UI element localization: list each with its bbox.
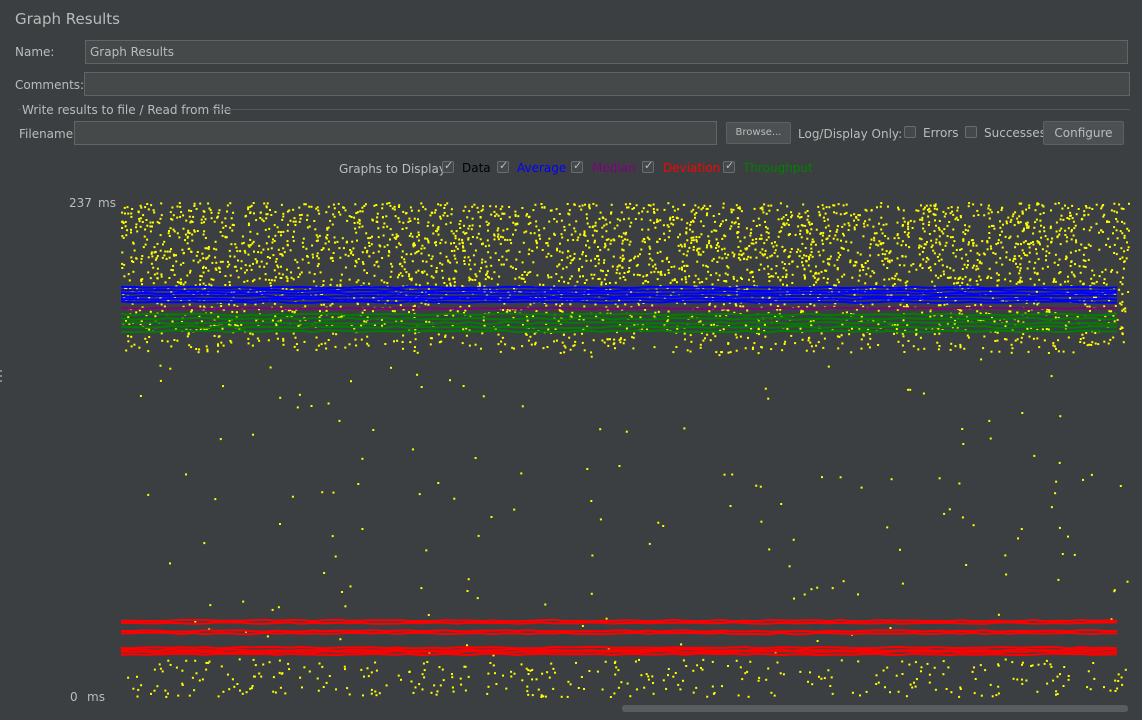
y-min-unit-label: ms bbox=[87, 690, 105, 704]
average-line bbox=[121, 288, 1118, 293]
deviation-line bbox=[120, 621, 1118, 625]
browse-button[interactable]: Browse... bbox=[726, 122, 791, 144]
average-legend-label: Average bbox=[517, 161, 567, 175]
configure-button[interactable]: Configure bbox=[1043, 121, 1124, 145]
successes-checkbox[interactable] bbox=[965, 126, 977, 138]
name-label: Name: bbox=[15, 45, 55, 59]
average-line bbox=[120, 297, 1118, 301]
filename-input[interactable] bbox=[74, 121, 717, 145]
average-line bbox=[120, 294, 1118, 299]
average-checkbox[interactable] bbox=[497, 159, 509, 173]
comments-field[interactable] bbox=[84, 72, 1130, 96]
comments-label: Comments: bbox=[15, 78, 85, 92]
errors-label: Errors bbox=[923, 126, 959, 140]
throughput-line bbox=[120, 329, 1118, 334]
throughput-legend-label: Throughput bbox=[743, 161, 813, 175]
section-border-left bbox=[18, 109, 21, 110]
throughput-line bbox=[120, 325, 1118, 330]
average-line bbox=[120, 285, 1118, 290]
data-legend-label: Data bbox=[462, 161, 491, 175]
throughput-line bbox=[120, 312, 1118, 317]
deviation-line bbox=[120, 629, 1118, 633]
deviation-line bbox=[120, 631, 1118, 636]
deviation-line bbox=[120, 648, 1118, 652]
filename-label: Filename bbox=[19, 127, 74, 141]
average-line bbox=[120, 291, 1118, 296]
deviation-line bbox=[120, 652, 1118, 657]
graph-results-chart: 237 ms 0 ms bbox=[69, 196, 1130, 704]
log-display-label: Log/Display Only: bbox=[798, 127, 903, 141]
throughput-line bbox=[120, 316, 1118, 321]
section-border-right bbox=[210, 109, 1130, 110]
data-checkbox[interactable] bbox=[442, 159, 454, 173]
deviation-legend-label: Deviation bbox=[663, 161, 721, 175]
average-line bbox=[120, 300, 1118, 304]
horizontal-scrollbar[interactable] bbox=[622, 705, 1128, 712]
throughput-line bbox=[120, 320, 1118, 325]
name-field[interactable]: Graph Results bbox=[85, 40, 1128, 64]
y-max-tick-label: 237 bbox=[69, 196, 92, 210]
file-section-legend: Write results to file / Read from file bbox=[22, 103, 232, 117]
median-checkbox[interactable] bbox=[571, 159, 583, 173]
y-min-tick-label: 0 bbox=[70, 690, 78, 704]
median-legend-label: Median bbox=[592, 161, 636, 175]
throughput-checkbox[interactable] bbox=[723, 159, 735, 173]
errors-checkbox[interactable] bbox=[904, 126, 916, 138]
plot-area bbox=[120, 202, 1130, 698]
deviation-checkbox[interactable] bbox=[642, 159, 654, 173]
graphs-to-display-label: Graphs to Display bbox=[339, 162, 446, 176]
data-points bbox=[121, 202, 1130, 698]
deviation-line bbox=[121, 618, 1118, 623]
median-line bbox=[120, 306, 1118, 310]
y-max-unit-label: ms bbox=[98, 196, 116, 210]
successes-label: Successes bbox=[984, 126, 1046, 140]
splitter-grip-icon[interactable] bbox=[0, 370, 2, 386]
deviation-line bbox=[120, 650, 1118, 654]
deviation-line bbox=[120, 645, 1118, 650]
page-title: Graph Results bbox=[15, 10, 120, 28]
